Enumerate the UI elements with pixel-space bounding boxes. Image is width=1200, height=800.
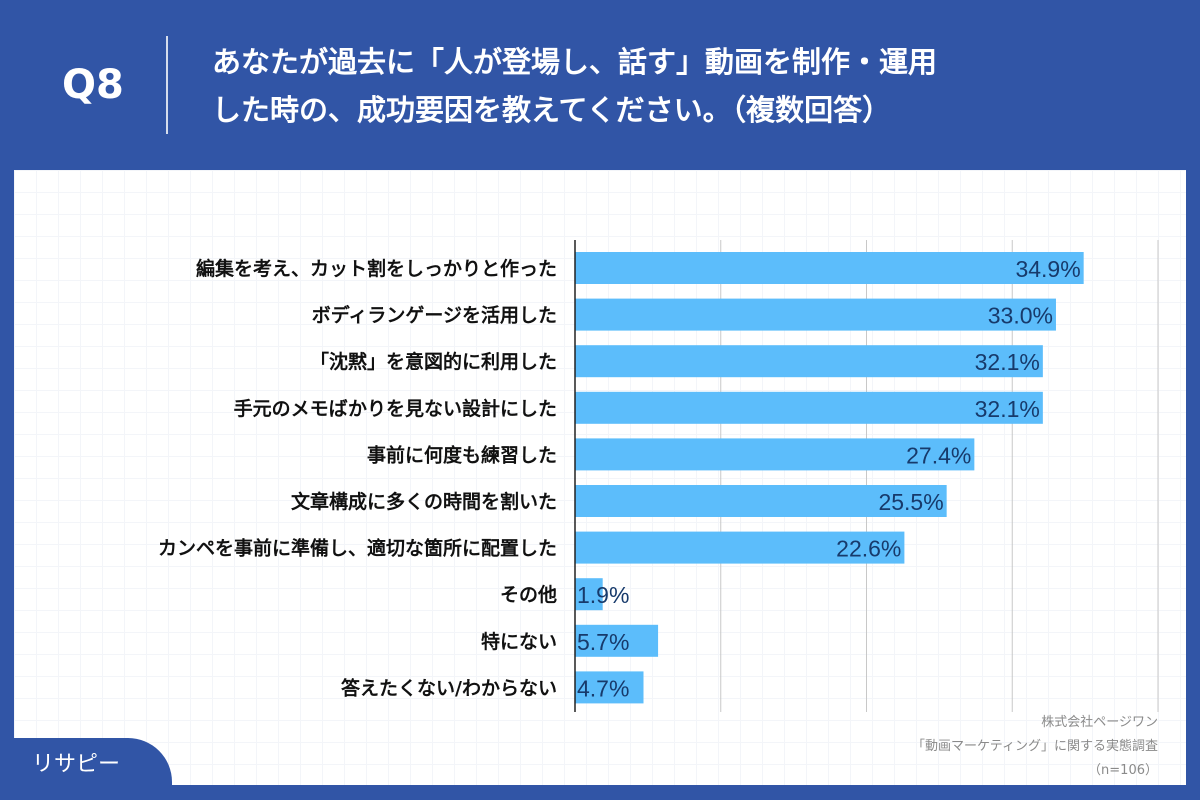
category-label: その他	[500, 583, 557, 606]
category-label: 答えたくない/わからない	[341, 676, 557, 699]
data-label: 33.0%	[988, 303, 1053, 329]
data-label: 4.7%	[577, 675, 629, 701]
page-title: あなたが過去に「人が登場し、話す」動画を制作・運用 した時の、成功要因を教えてく…	[212, 38, 1132, 134]
data-label: 32.1%	[975, 349, 1040, 375]
bar	[575, 671, 644, 704]
source-n: （n=106）	[1088, 763, 1158, 778]
logo: リサピー	[14, 738, 172, 785]
data-label: 1.9%	[577, 582, 629, 608]
bar	[575, 252, 1084, 284]
data-label: 32.1%	[975, 396, 1040, 422]
logo-text: リサピー	[32, 752, 121, 777]
bar	[575, 578, 603, 611]
bar	[575, 298, 1056, 331]
bar	[575, 345, 1043, 378]
data-label: 25.5%	[878, 489, 943, 515]
divider	[166, 36, 168, 134]
category-label: 手元のメモばかりを見ない設計にした	[234, 397, 557, 420]
data-label: 34.9%	[1015, 256, 1080, 282]
category-label: カンペを事前に準備し、適切な箇所に配置した	[158, 537, 557, 560]
question-number: Q8	[62, 62, 124, 108]
bar	[575, 624, 659, 657]
bar	[575, 438, 975, 471]
data-label: 27.4%	[906, 442, 971, 468]
category-label: 編集を考え、カット割をしっかりと作った	[196, 257, 557, 280]
title-line-1: あなたが過去に「人が登場し、話す」動画を制作・運用	[212, 45, 938, 79]
bar	[575, 391, 1043, 424]
bar	[575, 485, 947, 517]
category-label: 特にない	[481, 631, 557, 653]
source-company: 株式会社ページワン	[1041, 715, 1158, 730]
source-survey: 「動画マーケティング」に関する実態調査	[912, 739, 1158, 754]
category-label: ボディランゲージを活用した	[312, 304, 557, 327]
category-label: 事前に何度も練習した	[367, 443, 557, 466]
title-line-2: した時の、成功要因を教えてください。（複数回答）	[212, 93, 892, 127]
data-label: 22.6%	[836, 536, 901, 562]
category-label: 「沈黙」を意図的に利用した	[310, 350, 557, 373]
category-label: 文章構成に多くの時間を割いた	[291, 490, 557, 513]
data-label: 5.7%	[577, 629, 629, 655]
bar	[575, 531, 905, 564]
